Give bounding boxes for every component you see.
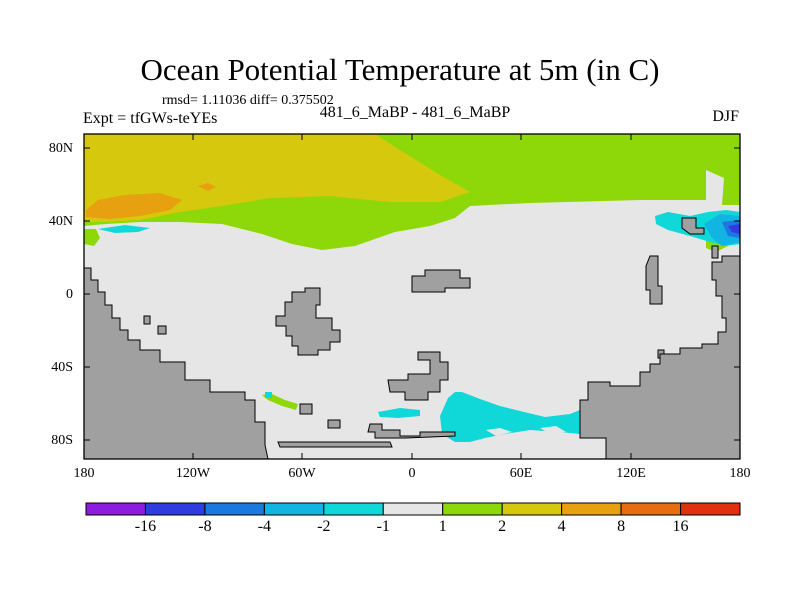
axis-ticks (84, 134, 740, 459)
land-east-tiny (711, 245, 719, 259)
lon-label-120e: 120E (616, 466, 646, 481)
map-field (84, 134, 740, 459)
west-green-strip (84, 229, 100, 246)
land-west (84, 267, 269, 459)
colorbar-box-11 (680, 502, 741, 516)
lat-label-80n: 80N (48, 141, 73, 156)
colorbar-label-9: 8 (617, 518, 626, 535)
land-small-isle-4 (299, 403, 313, 415)
lat-label-40n: 40N (48, 214, 73, 229)
colorbar-label-4: -2 (317, 518, 331, 535)
colorbar-box-6 (382, 502, 444, 516)
lat-label-80s: 80S (51, 433, 73, 448)
land-small-isle-2 (157, 325, 167, 335)
land-central-island (275, 287, 341, 356)
southern-cool-strip (378, 408, 420, 418)
land-atlantic-island-a (387, 351, 449, 401)
north-orange-core (86, 193, 182, 219)
colorbar-label-5: -1 (376, 518, 390, 535)
lat-label-40s: 40S (51, 360, 73, 375)
lon-label-180w: 180 (73, 466, 95, 481)
colorbar-label-10: 16 (672, 518, 689, 535)
colorbar (85, 502, 741, 516)
plot-title: Ocean Potential Temperature at 5m (in C) (140, 52, 660, 87)
lat-label-eq: 0 (66, 287, 73, 302)
lon-label-0: 0 (408, 466, 416, 481)
north-orange-spot (198, 183, 216, 191)
land-east-small (681, 217, 705, 235)
land-atlantic-island-b (411, 269, 471, 293)
colorbar-label-1: -16 (134, 518, 157, 535)
colorbar-box-7 (442, 502, 503, 516)
land-east-continent (579, 255, 740, 459)
colorbar-box-3 (204, 502, 265, 516)
colorbar-box-2 (144, 502, 206, 516)
west-cool-streak (98, 225, 150, 233)
rmsd-diff-stats: rmsd= 1.11036 diff= 0.375502 (162, 93, 334, 108)
land-masses (84, 217, 740, 459)
colorbar-label-6: 1 (438, 518, 447, 535)
northeast-cool-min (728, 224, 740, 234)
colorbar-box-4 (263, 502, 325, 516)
colorbar-label-3: -4 (257, 518, 272, 535)
southern-gap-1 (486, 428, 512, 436)
land-small-isle-1 (143, 315, 151, 325)
colorbar-label-2: -8 (198, 518, 212, 535)
southwest-cool-dot (265, 392, 272, 398)
colorbar-box-5 (323, 502, 384, 516)
lon-label-60e: 60E (509, 466, 533, 481)
colorbar-label-7: 2 (498, 518, 507, 535)
lon-label-60w: 60W (288, 466, 316, 481)
lon-label-180e: 180 (729, 466, 751, 481)
colorbar-box-9 (561, 502, 622, 516)
colorbar-box-1 (85, 502, 146, 516)
colorbar-label-8: 4 (557, 518, 566, 535)
land-small-isle-3 (327, 419, 341, 429)
difference-label: 481_6_MaBP - 481_6_MaBP (319, 104, 511, 121)
land-east-island (645, 255, 663, 305)
southern-gap-2 (540, 426, 566, 434)
season-label: DJF (712, 108, 739, 125)
colorbar-box-10 (620, 502, 682, 516)
land-bottom-strip (277, 441, 393, 448)
colorbar-box-8 (501, 502, 563, 516)
experiment-label: Expt = tfGWs-teYEs (83, 110, 218, 127)
land-southern-strip (367, 423, 456, 439)
lon-label-120w: 120W (175, 466, 211, 481)
